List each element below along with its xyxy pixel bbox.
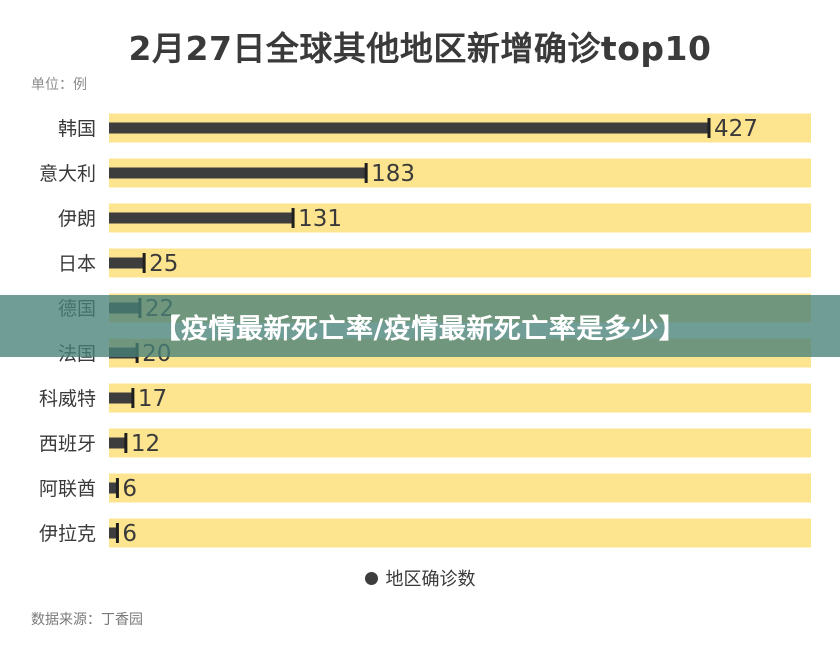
bar bbox=[109, 257, 145, 269]
bar-end-marker bbox=[707, 118, 711, 138]
bar-track bbox=[109, 383, 811, 413]
bar-track bbox=[109, 518, 811, 548]
bar-track bbox=[109, 248, 811, 278]
bar-chart: 427韩国183意大利131伊朗25日本22德国20法国17科威特12西班牙6阿… bbox=[39, 113, 811, 548]
category-label: 科威特 bbox=[39, 388, 96, 410]
bar-end-marker bbox=[115, 478, 119, 498]
bar-end-marker bbox=[131, 388, 135, 408]
bar-end-marker bbox=[364, 163, 368, 183]
bar-end-marker bbox=[115, 523, 119, 543]
overlay-banner: 【疫情最新死亡率/疫情最新死亡率是多少】 bbox=[0, 295, 840, 357]
banner-title: 【疫情最新死亡率/疫情最新死亡率是多少】 bbox=[153, 313, 687, 345]
bar bbox=[109, 392, 133, 404]
category-label: 西班牙 bbox=[39, 433, 96, 455]
bar bbox=[109, 437, 126, 449]
legend-marker bbox=[364, 572, 378, 585]
category-label: 伊朗 bbox=[58, 208, 96, 230]
category-label: 伊拉克 bbox=[39, 523, 96, 545]
bar-end-marker bbox=[124, 433, 128, 453]
value-label: 12 bbox=[131, 431, 160, 457]
value-label: 183 bbox=[371, 161, 415, 187]
category-label: 意大利 bbox=[39, 163, 96, 185]
value-label: 6 bbox=[122, 476, 137, 502]
legend-label: 地区确诊数 bbox=[385, 569, 476, 590]
category-label: 阿联酋 bbox=[39, 478, 96, 500]
category-label: 韩国 bbox=[58, 118, 96, 140]
bar-end-marker bbox=[142, 253, 146, 273]
bar bbox=[109, 167, 367, 179]
chart-title: 2月27日全球其他地区新增确诊top10 bbox=[128, 29, 712, 68]
bar-end-marker bbox=[291, 208, 295, 228]
value-label: 131 bbox=[298, 206, 342, 232]
value-label: 6 bbox=[122, 521, 137, 547]
value-label: 17 bbox=[138, 386, 167, 412]
bar bbox=[109, 122, 709, 134]
bar bbox=[109, 212, 294, 224]
unit-label: 单位：例 bbox=[31, 77, 87, 93]
data-source: 数据来源：丁香园 bbox=[31, 612, 143, 628]
value-label: 25 bbox=[149, 251, 178, 277]
bar-track bbox=[109, 428, 811, 458]
bar-track bbox=[109, 473, 811, 503]
bar bbox=[109, 527, 118, 539]
value-label: 427 bbox=[714, 116, 758, 142]
legend: 地区确诊数 bbox=[0, 565, 840, 591]
category-label: 日本 bbox=[58, 253, 96, 275]
bar bbox=[109, 482, 118, 494]
